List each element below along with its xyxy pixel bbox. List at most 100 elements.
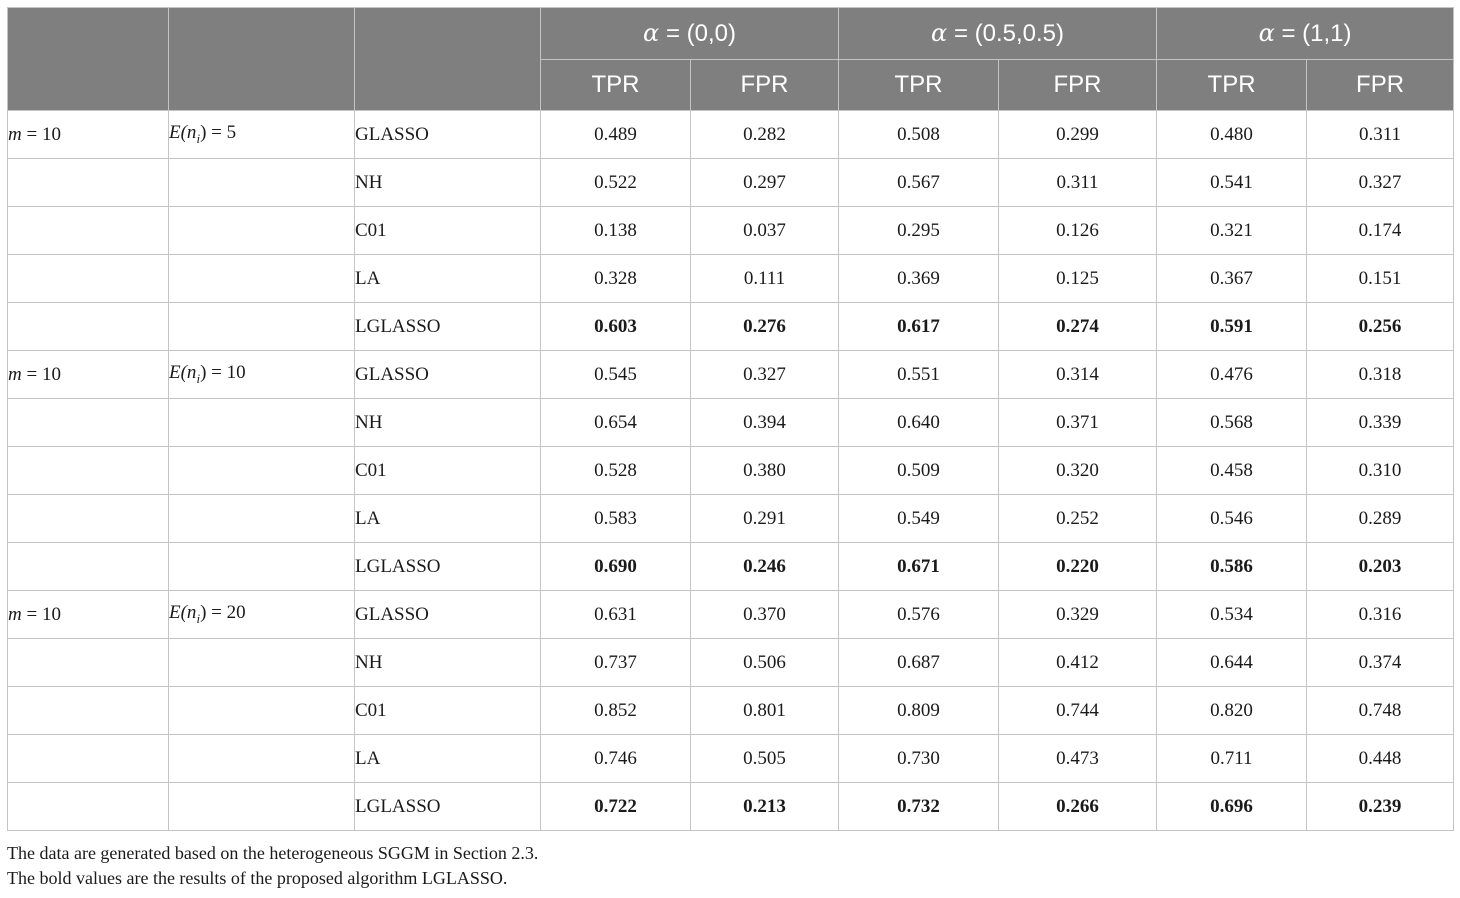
value-cell: 0.801 xyxy=(689,686,840,735)
sample-size-cell xyxy=(168,782,355,831)
value-cell: 0.696 xyxy=(1156,782,1308,831)
value-cell: 0.282 xyxy=(689,110,840,159)
value-cell: 0.809 xyxy=(838,686,1000,735)
m-cell xyxy=(7,158,169,207)
table-row: NH 0.737 0.506 0.687 0.412 0.644 0.374 xyxy=(7,638,1455,687)
method-name: LGLASSO xyxy=(354,542,541,591)
value-cell: 0.591 xyxy=(1156,302,1308,351)
column-header-fpr: FPR xyxy=(1306,59,1455,111)
header-empty-cell xyxy=(168,7,355,111)
value-cell: 0.297 xyxy=(689,158,840,207)
sample-size-cell xyxy=(168,446,355,495)
value-cell: 0.722 xyxy=(540,782,691,831)
m-cell: m = 10 xyxy=(7,350,169,399)
value-cell: 0.568 xyxy=(1156,398,1308,447)
value-cell: 0.394 xyxy=(689,398,840,447)
expectation-variable: E(n xyxy=(169,362,197,384)
m-variable: m xyxy=(8,123,22,145)
value-cell: 0.489 xyxy=(540,110,691,159)
value-cell: 0.476 xyxy=(1156,350,1308,399)
value-cell: 0.744 xyxy=(998,686,1158,735)
method-name: GLASSO xyxy=(354,590,541,639)
sample-size-value: ) = 10 xyxy=(200,362,246,384)
method-name: GLASSO xyxy=(354,350,541,399)
value-cell: 0.576 xyxy=(838,590,1000,639)
value-cell: 0.371 xyxy=(998,398,1158,447)
value-cell: 0.318 xyxy=(1306,350,1455,399)
alpha-group-header: α = (0.5,0.5) xyxy=(838,7,1158,60)
footnote: The data are generated based on the hete… xyxy=(7,843,539,863)
value-cell: 0.586 xyxy=(1156,542,1308,591)
value-cell: 0.654 xyxy=(540,398,691,447)
table-row: LGLASSO 0.690 0.246 0.671 0.220 0.586 0.203 xyxy=(7,542,1455,591)
value-cell: 0.545 xyxy=(540,350,691,399)
value-cell: 0.252 xyxy=(998,494,1158,543)
value-cell: 0.617 xyxy=(838,302,1000,351)
value-cell: 0.549 xyxy=(838,494,1000,543)
value-cell: 0.412 xyxy=(998,638,1158,687)
value-cell: 0.509 xyxy=(838,446,1000,495)
value-cell: 0.329 xyxy=(998,590,1158,639)
method-name: LA xyxy=(354,494,541,543)
value-cell: 0.687 xyxy=(838,638,1000,687)
value-cell: 0.239 xyxy=(1306,782,1455,831)
table-row: LA 0.583 0.291 0.549 0.252 0.546 0.289 xyxy=(7,494,1455,543)
alpha-symbol: α xyxy=(931,19,948,47)
method-name: LGLASSO xyxy=(354,782,541,831)
expectation-variable: E(n xyxy=(169,122,197,144)
results-table-container: α = (0,0) α = (0.5,0.5) α = (1,1) TPR FP… xyxy=(7,7,1455,891)
method-name: LGLASSO xyxy=(354,302,541,351)
table-row: LGLASSO 0.603 0.276 0.617 0.274 0.591 0.256 xyxy=(7,302,1455,351)
m-cell xyxy=(7,734,169,783)
value-cell: 0.125 xyxy=(998,254,1158,303)
alpha-symbol: α xyxy=(643,19,660,47)
table-body: m = 10 E(ni) = 5 GLASSO 0.489 0.282 0.508 0.29… xyxy=(7,110,1455,831)
value-cell: 0.730 xyxy=(838,734,1000,783)
subscript-i: i xyxy=(196,610,201,626)
value-cell: 0.111 xyxy=(689,254,840,303)
value-cell: 0.374 xyxy=(1306,638,1455,687)
value-cell: 0.327 xyxy=(689,350,840,399)
value-cell: 0.126 xyxy=(998,206,1158,255)
sample-size-value: ) = 20 xyxy=(200,602,246,624)
value-cell: 0.203 xyxy=(1306,542,1455,591)
value-cell: 0.820 xyxy=(1156,686,1308,735)
sample-size-cell xyxy=(168,302,355,351)
value-cell: 0.299 xyxy=(998,110,1158,159)
table-row: C01 0.852 0.801 0.809 0.744 0.820 0.748 xyxy=(7,686,1455,735)
m-variable: m xyxy=(8,363,22,385)
sample-size-cell xyxy=(168,494,355,543)
value-cell: 0.151 xyxy=(1306,254,1455,303)
column-header-tpr: TPR xyxy=(540,59,691,111)
value-cell: 0.174 xyxy=(1306,206,1455,255)
m-value: = 10 xyxy=(26,123,61,145)
value-cell: 0.274 xyxy=(998,302,1158,351)
table-row: m = 10 E(ni) = 20 GLASSO 0.631 0.370 0.576 0.3… xyxy=(7,590,1455,639)
value-cell: 0.316 xyxy=(1306,590,1455,639)
header-empty-cell xyxy=(7,7,169,111)
alpha-group-label: = (0,0) xyxy=(665,20,736,47)
table-row: m = 10 E(ni) = 5 GLASSO 0.489 0.282 0.508 0.29… xyxy=(7,110,1455,159)
value-cell: 0.370 xyxy=(689,590,840,639)
m-cell xyxy=(7,638,169,687)
table-row: LA 0.746 0.505 0.730 0.473 0.711 0.448 xyxy=(7,734,1455,783)
sample-size-cell: E(ni) = 10 xyxy=(168,350,355,399)
results-table: α = (0,0) α = (0.5,0.5) α = (1,1) TPR FP… xyxy=(7,7,1455,831)
method-name: NH xyxy=(354,398,541,447)
column-header-tpr: TPR xyxy=(1156,59,1308,111)
m-cell xyxy=(7,398,169,447)
table-header: α = (0,0) α = (0.5,0.5) α = (1,1) TPR FP… xyxy=(7,7,1455,111)
m-value: = 10 xyxy=(26,603,61,625)
m-cell xyxy=(7,494,169,543)
column-header-fpr: FPR xyxy=(998,59,1158,111)
value-cell: 0.310 xyxy=(1306,446,1455,495)
method-name: C01 xyxy=(354,206,541,255)
header-empty-cell xyxy=(354,7,541,111)
method-name: C01 xyxy=(354,446,541,495)
alpha-group-label: = (0.5,0.5) xyxy=(953,20,1064,47)
value-cell: 0.295 xyxy=(838,206,1000,255)
value-cell: 0.220 xyxy=(998,542,1158,591)
m-cell: m = 10 xyxy=(7,590,169,639)
sample-size-cell xyxy=(168,734,355,783)
value-cell: 0.037 xyxy=(689,206,840,255)
